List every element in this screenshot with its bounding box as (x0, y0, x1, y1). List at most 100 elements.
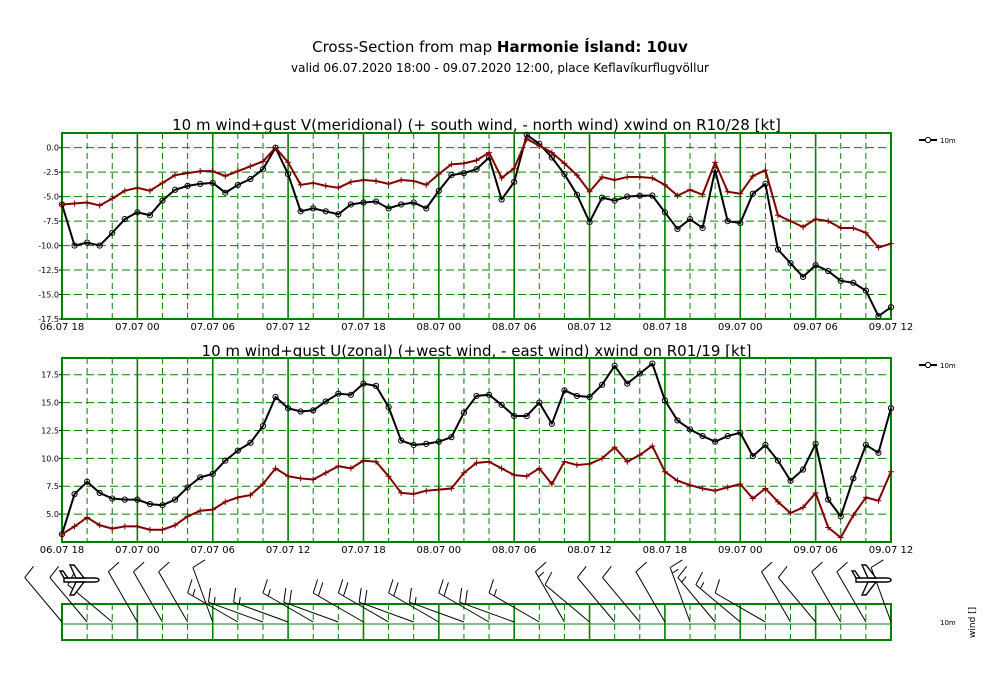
barb-half-feather (213, 597, 216, 605)
barb-feather (108, 561, 120, 573)
data-point-gust (222, 173, 229, 180)
data-point-gust (586, 460, 593, 467)
barb-axis-label: wind [] (968, 607, 978, 638)
data-point-gust (310, 476, 317, 483)
data-point-gust (121, 187, 128, 194)
data-point-wind (259, 166, 267, 173)
data-point-gust (687, 482, 694, 489)
data-point-gust (724, 188, 731, 195)
data-point-wind (385, 403, 392, 411)
wind-barb (158, 561, 189, 623)
plane-wing (68, 581, 86, 596)
wind-barb (49, 565, 88, 623)
data-point-gust (536, 465, 543, 472)
data-point-wind (837, 513, 844, 520)
data-point-gust (712, 487, 719, 494)
data-point-wind (121, 496, 128, 503)
data-point-wind (498, 401, 505, 408)
data-point-gust (749, 495, 756, 502)
data-point-wind (875, 312, 882, 320)
data-point-wind (862, 287, 869, 294)
y-tick-label: 5.0 (46, 510, 59, 519)
wind-barb (635, 561, 666, 623)
data-point-gust (888, 240, 894, 247)
data-point-gust (523, 135, 530, 142)
data-point-gust (862, 229, 869, 236)
barb-feather (811, 561, 823, 573)
x-tick-label: 07.07 00 (115, 545, 160, 556)
wind-barb (488, 579, 540, 623)
data-point-gust (787, 218, 794, 225)
data-point-wind (84, 239, 91, 246)
barb-staff (635, 571, 666, 623)
data-point-gust (297, 181, 304, 188)
barb-feather (312, 579, 319, 594)
data-point-gust (486, 458, 493, 465)
data-point-wind (862, 441, 869, 449)
data-point-gust (699, 191, 706, 198)
y-tick-label: 15.0 (41, 399, 59, 408)
data-point-gust (448, 485, 455, 492)
barb-staff (107, 571, 138, 623)
data-point-wind (84, 478, 91, 485)
data-point-wind (423, 205, 430, 212)
barb-staff (133, 571, 163, 623)
data-point-wind (712, 438, 719, 445)
data-point-wind (485, 391, 493, 398)
data-point-gust (172, 522, 179, 529)
data-point-gust (611, 176, 618, 183)
data-point-wind (146, 500, 154, 508)
page-title: Cross-Section from map Harmonie Ísland: … (0, 38, 1000, 56)
wind-barb (777, 565, 817, 623)
page-title-map-name: Harmonie Ísland: 10uv (496, 38, 688, 56)
data-point-gust (146, 526, 153, 533)
data-point-wind (460, 409, 468, 416)
data-point-gust (410, 177, 417, 184)
barb-half-feather (699, 582, 705, 589)
barb-staff (534, 571, 565, 623)
data-point-wind (96, 489, 103, 497)
chart-title: 10 m wind+gust V(meridional) (+ south wi… (172, 116, 781, 134)
data-point-wind (737, 429, 744, 436)
plane-wing (68, 564, 86, 579)
x-tick-label: 09.07 00 (718, 545, 763, 556)
legend-marker (924, 361, 932, 369)
data-point-wind (410, 441, 417, 449)
data-point-wind (134, 209, 141, 216)
data-point-wind (799, 273, 807, 281)
y-tick-label: 7.5 (46, 482, 59, 491)
barb-feather (24, 565, 34, 578)
runway-plane-icon-left (58, 564, 100, 596)
data-point-wind (209, 470, 216, 478)
data-point-gust (762, 167, 769, 174)
y-tick-label: 12.5 (41, 426, 59, 435)
barb-feather (133, 561, 145, 573)
wind-barb (312, 579, 364, 623)
data-point-wind (473, 166, 480, 173)
barb-feather (364, 589, 368, 605)
data-point-wind (448, 434, 455, 441)
data-point-wind (661, 397, 669, 404)
wind-barb (459, 587, 515, 623)
data-point-wind (599, 381, 606, 388)
data-point-wind (825, 496, 832, 503)
data-point-wind (197, 180, 204, 188)
data-point-gust (536, 142, 543, 149)
barb-staff (338, 592, 389, 623)
barb-staff (158, 571, 189, 623)
data-point-wind (686, 216, 694, 223)
plot-frame (61, 603, 892, 641)
barb-half-feather (238, 597, 241, 605)
data-point-gust (184, 513, 191, 520)
y-tick-label: 10.0 (41, 454, 59, 463)
data-point-gust (209, 168, 216, 175)
data-point-wind (624, 193, 631, 200)
barb-feather (192, 559, 206, 568)
data-point-wind (360, 199, 367, 206)
wind-barb-panel: 10m wind [] (24, 559, 978, 641)
plane-tail (850, 570, 862, 579)
data-point-wind (109, 495, 116, 502)
data-point-wind (649, 360, 656, 367)
barb-feather (262, 579, 268, 594)
barb-staff (677, 577, 716, 623)
